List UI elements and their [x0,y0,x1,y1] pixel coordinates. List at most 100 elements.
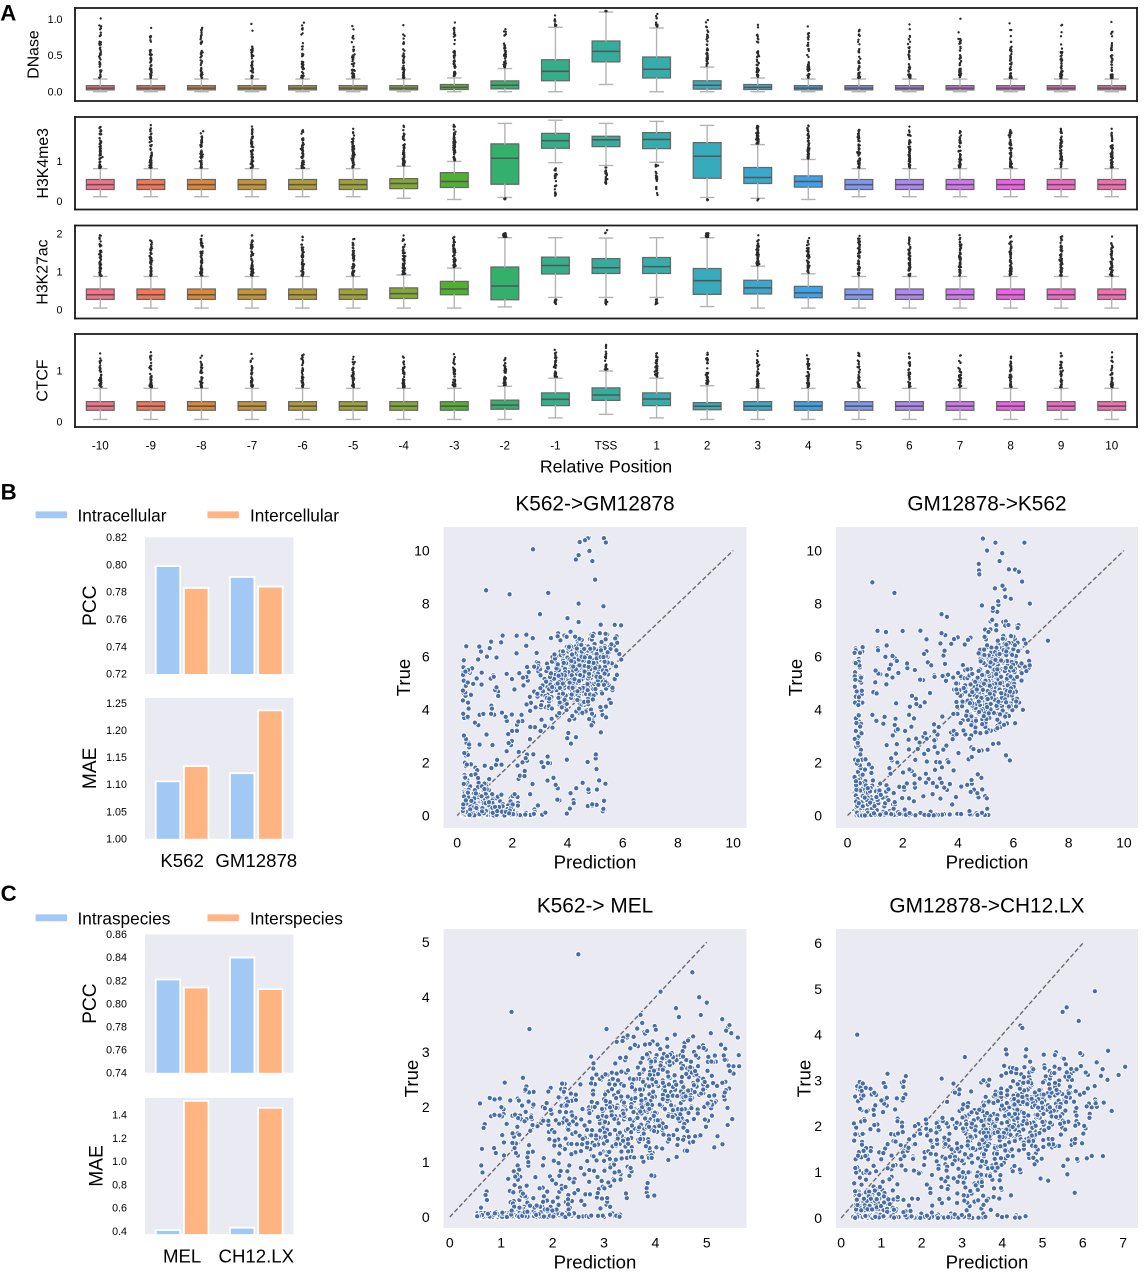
svg-text:CH12.LX: CH12.LX [219,1245,295,1266]
svg-text:0.74: 0.74 [106,1067,127,1079]
svg-text:-3: -3 [449,440,459,453]
svg-text:0: 0 [837,1234,845,1250]
svg-text:MEL: MEL [163,1245,201,1266]
svg-text:1.15: 1.15 [106,752,127,764]
svg-text:0.5: 0.5 [48,50,63,62]
svg-text:8: 8 [1007,440,1013,453]
svg-text:-9: -9 [146,440,156,453]
svg-text:4: 4 [805,440,812,453]
svg-text:4: 4 [998,1234,1006,1250]
svg-text:8: 8 [1065,834,1073,850]
svg-text:True: True [401,1060,422,1098]
svg-text:0: 0 [814,807,822,823]
svg-text:Interspecies: Interspecies [250,909,343,929]
svg-text:8: 8 [422,595,430,611]
svg-text:10: 10 [1116,834,1132,850]
svg-text:2: 2 [508,834,516,850]
svg-text:5: 5 [422,934,430,950]
svg-text:MAE: MAE [86,1145,107,1187]
svg-text:Intercellular: Intercellular [250,506,339,526]
svg-text:6: 6 [814,935,822,951]
svg-text:4: 4 [422,701,430,717]
svg-text:1.2: 1.2 [112,1133,127,1145]
svg-text:2: 2 [899,834,907,850]
svg-text:0.84: 0.84 [106,952,127,964]
svg-text:CTCF: CTCF [35,359,52,402]
svg-text:Intracellular: Intracellular [77,506,166,526]
svg-text:Intraspecies: Intraspecies [77,909,170,929]
svg-text:1: 1 [814,1164,822,1180]
svg-text:0.80: 0.80 [106,998,127,1010]
svg-text:0: 0 [844,834,852,850]
svg-text:6: 6 [1009,834,1017,850]
svg-text:0.78: 0.78 [106,1021,127,1033]
svg-text:0.82: 0.82 [106,975,127,987]
svg-text:2: 2 [422,754,430,770]
svg-text:0.76: 0.76 [106,614,127,626]
svg-text:Prediction: Prediction [554,852,637,873]
svg-text:6: 6 [619,834,627,850]
svg-text:0.76: 0.76 [106,1044,127,1056]
svg-text:0.82: 0.82 [106,532,127,544]
svg-text:4: 4 [814,1027,822,1043]
svg-text:1: 1 [57,267,63,279]
svg-text:4: 4 [652,1234,660,1250]
svg-text:1: 1 [57,156,63,168]
svg-text:2: 2 [57,229,63,241]
svg-text:10: 10 [1105,440,1118,453]
svg-text:0: 0 [446,1234,454,1250]
svg-text:-6: -6 [297,440,307,453]
svg-text:A: A [0,0,16,25]
svg-text:5: 5 [1039,1234,1047,1250]
svg-text:6: 6 [422,648,430,664]
svg-text:-2: -2 [500,440,510,453]
svg-text:GM12878->K562: GM12878->K562 [907,492,1066,515]
svg-text:3: 3 [958,1234,966,1250]
svg-text:Prediction: Prediction [554,1252,637,1273]
svg-text:0.6: 0.6 [112,1203,127,1215]
svg-text:0.78: 0.78 [106,587,127,599]
svg-text:GM12878: GM12878 [215,850,297,871]
svg-text:3: 3 [600,1234,608,1250]
svg-text:Prediction: Prediction [946,852,1029,873]
svg-text:1.0: 1.0 [48,14,63,26]
svg-text:1: 1 [497,1234,505,1250]
svg-text:0: 0 [57,417,63,429]
svg-text:-8: -8 [196,440,206,453]
svg-text:10: 10 [806,542,822,558]
svg-text:K562->GM12878: K562->GM12878 [515,492,674,515]
svg-text:PCC: PCC [80,983,101,1024]
svg-text:0.80: 0.80 [106,559,127,571]
svg-text:1.05: 1.05 [106,806,127,818]
svg-text:2: 2 [422,1099,430,1115]
svg-text:True: True [793,1060,814,1098]
svg-text:True: True [393,659,414,697]
svg-text:MAE: MAE [80,748,101,790]
svg-text:H3K4me3: H3K4me3 [35,128,52,199]
svg-text:-7: -7 [247,440,257,453]
svg-text:GM12878->CH12.LX: GM12878->CH12.LX [889,894,1084,917]
svg-text:K562-> MEL: K562-> MEL [537,894,653,917]
svg-text:-10: -10 [92,440,109,453]
svg-text:0.4: 0.4 [112,1226,127,1238]
svg-text:1.4: 1.4 [112,1109,127,1121]
svg-text:10: 10 [725,834,741,850]
svg-text:Prediction: Prediction [946,1252,1029,1273]
svg-text:6: 6 [1079,1234,1087,1250]
svg-text:0: 0 [57,196,63,208]
svg-text:1: 1 [878,1234,886,1250]
svg-text:4: 4 [564,834,572,850]
svg-text:5: 5 [703,1234,711,1250]
svg-text:0.8: 0.8 [112,1179,127,1191]
svg-text:2: 2 [814,754,822,770]
svg-text:-5: -5 [348,440,358,453]
svg-text:10: 10 [414,542,430,558]
svg-text:3: 3 [754,440,760,453]
svg-text:K562: K562 [160,850,203,871]
svg-text:9: 9 [1058,440,1064,453]
svg-text:1.10: 1.10 [106,779,127,791]
svg-text:PCC: PCC [80,585,101,626]
svg-text:Relative Position: Relative Position [540,456,672,476]
svg-text:3: 3 [422,1044,430,1060]
svg-text:3: 3 [814,1072,822,1088]
